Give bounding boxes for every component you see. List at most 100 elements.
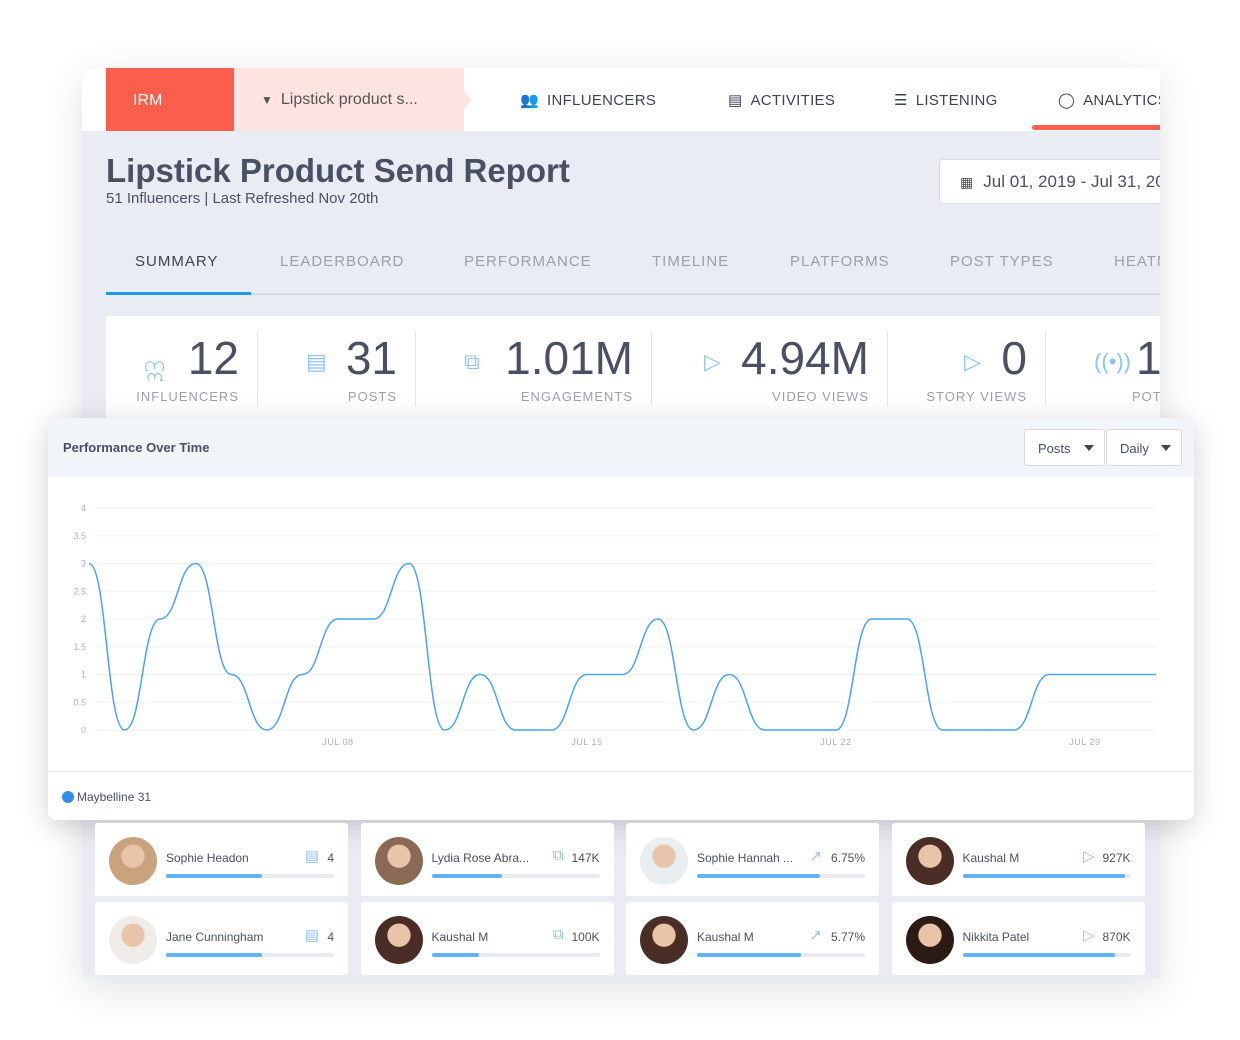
list-icon: ☰ [894,92,908,109]
stat-label: POTENTIAL REACH [1132,389,1160,404]
trend-icon: ↗ [809,848,822,865]
stat-value: 31 [345,332,397,384]
performance-chart-card: Performance Over Time Posts Daily 0 0.5 1 1… [48,418,1194,820]
tab-summary[interactable]: SUMMARY [135,253,219,270]
top-nav: IRM ▼ Lipstick product s... 👥 INFLUENCERS … [82,68,1160,131]
chat-icon: ⧉ [464,349,480,374]
date-range-picker[interactable]: ▦ Jul 01, 2019 - Jul 31, 2019 [939,159,1160,204]
leader-card[interactable]: Sophie Hannah ... ↗ 6.75% [626,823,879,896]
stat-influencers: ဣ 12 INFLUENCERS [106,331,258,406]
chat-icon: ⧉ [552,847,564,864]
nav-analytics[interactable]: ◯ ANALYTICS [1058,91,1160,110]
avatar [109,916,157,964]
tab-post-types[interactable]: POST TYPES [950,253,1054,270]
play-icon: ▷ [1082,848,1095,865]
post-icon: ▤ [304,848,319,865]
tab-leaderboard[interactable]: LEADERBOARD [280,253,405,270]
avatar [640,837,688,885]
metric-value: 870K [1102,930,1131,944]
tab-heatmap[interactable]: HEATMAP [1114,253,1160,270]
project-selector[interactable]: ▼ Lipstick product s... [234,68,472,131]
progress-bar [962,953,1131,957]
tab-platforms[interactable]: PLATFORMS [790,253,890,270]
avatar [640,916,688,964]
chart-footer-divider [48,771,1194,772]
stat-label: ENGAGEMENTS [520,389,633,404]
y-tick-label: 0.5 [73,697,86,707]
avatar [109,837,157,885]
nav-label: ANALYTICS [1083,91,1160,109]
line-chart: 0 0.5 1 1.5 2 2.5 3 3.5 4 JUL 08 JUL 15 JUL 22 JUL 2… [73,503,1156,747]
legend-label: Maybelline 31 [77,790,152,804]
calendar-icon: ▦ [960,174,974,190]
x-tick-label: JUL 08 [322,737,353,747]
chart-legend[interactable]: Maybelline 31 [62,790,151,804]
avatar [374,916,423,964]
metric-dropdown[interactable]: Posts [1024,429,1105,466]
stat-story-views: ▷ 0 STORY VIEWS [888,331,1046,406]
influencer-name: Lydia Rose Abra... [431,851,530,865]
x-tick-label: JUL 15 [571,737,602,747]
leader-card[interactable]: Sophie Headon ▤ 4 [95,823,348,896]
play-icon: ▷ [704,349,721,374]
interval-dropdown[interactable]: Daily [1106,429,1182,466]
nav-label: LISTENING [915,91,998,109]
x-tick-label: JUL 22 [820,737,851,747]
leader-card[interactable]: Kaushal M ▷ 927K [891,823,1145,896]
x-tick-label: JUL 29 [1069,737,1100,747]
post-icon: ▤ [306,349,327,374]
progress-bar [166,874,334,878]
leader-card[interactable]: Kaushal M ⧉ 100K [360,902,614,975]
chat-icon: ⧉ [552,926,564,943]
progress-bar [962,874,1131,878]
influencer-name: Kaushal M [697,930,754,944]
play-icon: ▷ [1082,927,1095,944]
active-tab-indicator [106,292,251,295]
progress-bar [697,874,865,878]
y-tick-label: 3 [81,559,86,569]
influencer-name: Kaushal M [431,930,489,944]
leader-card[interactable]: Jane Cunningham ▤ 4 [95,902,348,975]
stat-posts: ▤ 31 POSTS [258,331,416,406]
stat-value: 4.94M [741,332,869,384]
project-name: Lipstick product s... [280,91,418,108]
chart-header: Performance Over Time Posts Daily [48,418,1194,477]
date-range: Jul 01, 2019 - Jul 31, 2019 [983,172,1160,191]
nav-activities[interactable]: ▤ ACTIVITIES [728,91,835,110]
y-tick-label: 0 [81,725,86,735]
progress-bar [431,953,600,957]
avatar [905,916,954,964]
influencer-name: Kaushal M [962,851,1020,865]
nav-influencers[interactable]: 👥 INFLUENCERS [520,91,656,110]
tab-performance[interactable]: PERFORMANCE [464,253,592,270]
leader-card[interactable]: Nikkita Patel ▷ 870K [891,902,1145,975]
stat-potential-reach: ((•))18 POTENTIAL REACH [1046,331,1160,406]
trend-icon: ↗ [809,927,822,944]
play-icon: ▷ [964,349,981,374]
nav-listening[interactable]: ☰ LISTENING [894,91,998,110]
influencer-name: Nikkita Patel [962,930,1030,944]
stat-label: VIDEO VIEWS [772,389,869,404]
active-nav-indicator [1032,125,1160,130]
metric-value: 4 [327,930,334,944]
leader-card[interactable]: Lydia Rose Abra... ⧉ 147K [360,823,614,896]
y-tick-label: 2 [81,614,86,624]
influencers-icon: ဣ [144,351,166,376]
influencer-name: Sophie Headon [166,851,249,865]
brand-logo[interactable]: IRM [106,68,242,131]
legend-dot [62,791,74,803]
avatar [374,837,423,885]
stat-value: 18 [1136,332,1160,384]
progress-bar [166,953,334,957]
stat-engagements: ⧉ 1.01M ENGAGEMENTS [416,331,652,406]
leader-card[interactable]: Kaushal M ↗ 5.77% [626,902,879,975]
stat-video-views: ▷ 4.94M VIDEO VIEWS [652,331,888,406]
y-tick-label: 2.5 [73,586,86,596]
analytics-ring-icon: ◯ [1058,92,1076,109]
tab-timeline[interactable]: TIMELINE [652,253,730,270]
report-tabs: SUMMARY LEADERBOARD PERFORMANCE TIMELINE… [106,240,1160,295]
y-tick-label: 1.5 [73,642,86,652]
metric-value: 4 [327,851,334,865]
broadcast-icon: ((•)) [1094,349,1132,374]
y-tick-label: 4 [81,503,86,513]
